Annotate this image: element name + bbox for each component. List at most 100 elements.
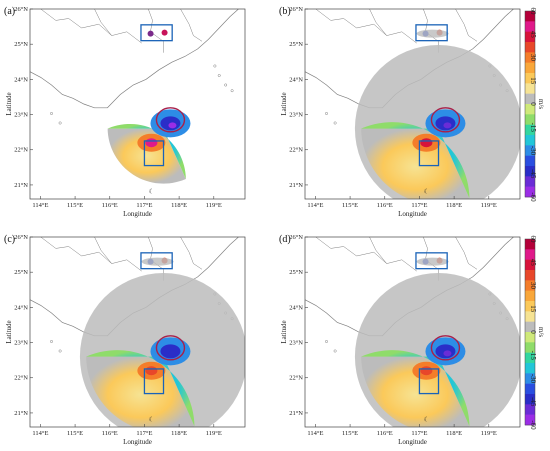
x-tick-label: 118°E xyxy=(171,430,187,437)
y-tick-label: 25°N xyxy=(14,41,28,48)
province-border xyxy=(94,9,112,36)
colorbar-segment xyxy=(525,414,535,426)
colorbar-segment xyxy=(525,104,535,115)
colorbar-tick-label: -45 xyxy=(529,169,537,179)
colorbar-frame xyxy=(524,238,536,426)
highlight-circle xyxy=(155,107,186,133)
colorbar-segment xyxy=(525,332,535,343)
x-tick-label: 119°E xyxy=(481,202,497,209)
colorbar-segment xyxy=(525,145,535,156)
x-tick-label: 114°E xyxy=(307,202,323,209)
y-tick-label: 26°N xyxy=(289,6,303,13)
island xyxy=(230,89,234,93)
y-tick-label: 24°N xyxy=(289,76,303,83)
plot-frame xyxy=(29,236,246,428)
echo-blob xyxy=(147,30,154,37)
plot-frame xyxy=(29,8,246,200)
panel-label: (b) xyxy=(279,6,291,17)
island xyxy=(58,349,62,353)
y-tick-label: 22°N xyxy=(14,375,28,382)
highlight-box xyxy=(140,252,173,270)
colorbar-segment xyxy=(525,311,535,322)
island xyxy=(50,340,53,343)
x-axis-label: Longitude xyxy=(398,438,427,446)
no-data-patch xyxy=(141,257,174,266)
x-tick-label: 115°E xyxy=(342,430,358,437)
y-tick-label: 24°N xyxy=(289,304,303,311)
x-tick-label: 117°E xyxy=(411,430,427,437)
y-tick-label: 22°N xyxy=(289,147,303,154)
positive-velocity-peak xyxy=(145,138,158,148)
positive-velocity-peak xyxy=(420,138,433,148)
colorbar-tick-label: 60 xyxy=(529,8,537,16)
y-tick-label: 23°N xyxy=(289,340,303,347)
highlight-circle xyxy=(430,107,461,133)
colorbar-tick-label: -30 xyxy=(529,146,537,156)
colorbar-segment xyxy=(525,21,535,32)
x-tick-label: 119°E xyxy=(481,430,497,437)
no-data-patch xyxy=(416,29,449,38)
colorbar-segment xyxy=(525,155,535,167)
colorbar-segment xyxy=(525,42,535,53)
no-data-patch xyxy=(416,257,449,266)
colorbar-tick-label: 0 xyxy=(529,102,537,106)
province-border xyxy=(369,237,387,264)
island xyxy=(333,121,337,125)
colorbar-tick-label: 0 xyxy=(529,330,537,334)
map-layer: ☾ xyxy=(30,9,239,196)
colorbar-tick-label: -60 xyxy=(529,192,537,202)
x-tick-label: 114°E xyxy=(32,202,48,209)
positive-velocity-region xyxy=(361,128,470,199)
island xyxy=(213,64,217,68)
negative-velocity-peak xyxy=(443,122,452,129)
colorbar-segment xyxy=(525,135,535,146)
negative-velocity-peak xyxy=(443,350,452,357)
x-tick-label: 119°E xyxy=(206,202,222,209)
y-tick-label: 22°N xyxy=(289,375,303,382)
positive-velocity-peak xyxy=(420,366,433,376)
colorbar-tick-label: 15 xyxy=(529,305,537,313)
highlight-box xyxy=(418,368,440,395)
colorbar-segment xyxy=(525,270,535,281)
x-tick-label: 114°E xyxy=(307,430,323,437)
colorbar-segment xyxy=(525,290,535,302)
colorbar-segment xyxy=(525,93,535,105)
colorbar-segment xyxy=(525,404,535,415)
province-border xyxy=(180,9,203,42)
colorbar-tick-label: -15 xyxy=(529,351,537,361)
radar-marker: ☾ xyxy=(148,416,154,424)
radar-marker: ☾ xyxy=(148,188,154,196)
colorbar-segment xyxy=(525,73,535,84)
colorbar-segment xyxy=(525,342,535,353)
island xyxy=(333,349,337,353)
x-axis-label: Longitude xyxy=(398,210,427,218)
colorbar-tick-label: 45 xyxy=(529,31,537,39)
panel-d: ☾ 114°E 115°E 116°E 117°E 118°E 119°E 21°N 22°N 2… xyxy=(279,234,521,446)
y-tick-label: 24°N xyxy=(14,304,28,311)
province-border xyxy=(315,237,417,272)
y-tick-label: 25°N xyxy=(289,41,303,48)
y-tick-label: 24°N xyxy=(14,76,28,83)
y-tick-label: 21°N xyxy=(289,182,303,189)
colorbar-segment xyxy=(525,166,535,177)
colorbar-frame xyxy=(524,10,536,198)
highlight-box xyxy=(143,368,165,395)
highlight-box xyxy=(140,24,173,42)
island xyxy=(325,340,328,343)
colorbar-segment xyxy=(525,363,535,374)
y-tick-label: 26°N xyxy=(14,234,28,241)
highlight-circle xyxy=(155,335,186,361)
negative-velocity-peak xyxy=(168,122,177,129)
panel-a: ☾ 114°E 115°E 116°E 117°E 118°E 119°E 21°N 22°N 2… xyxy=(4,6,246,218)
y-tick-label: 21°N xyxy=(14,410,28,417)
province-border xyxy=(94,237,112,264)
x-tick-label: 115°E xyxy=(342,202,358,209)
highlight-box xyxy=(143,140,165,167)
colorbar-tick-label: 30 xyxy=(529,54,537,62)
province-border xyxy=(315,9,417,44)
colorbar-segment xyxy=(525,31,535,43)
colorbar-segment xyxy=(525,62,535,74)
x-tick-label: 116°E xyxy=(102,430,118,437)
y-axis-label: Latitude xyxy=(280,92,288,115)
x-tick-label: 116°E xyxy=(377,202,393,209)
